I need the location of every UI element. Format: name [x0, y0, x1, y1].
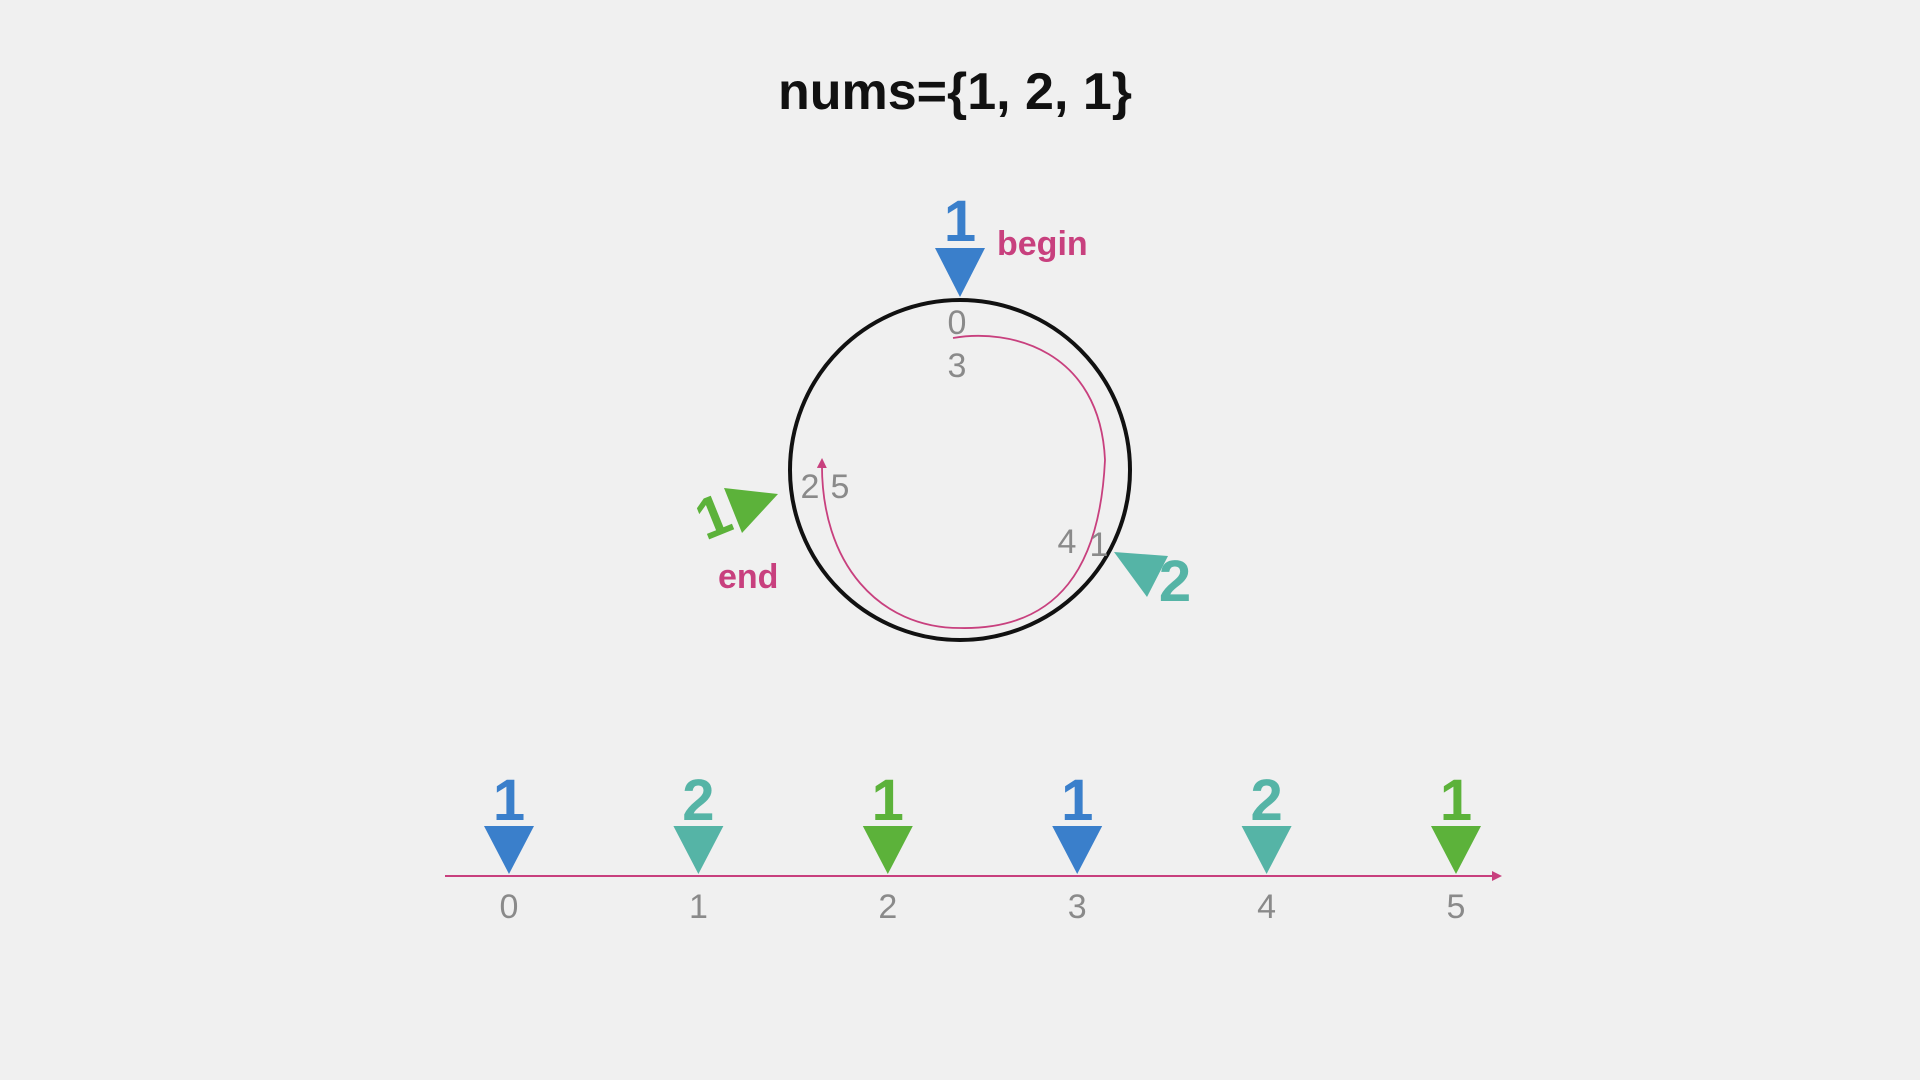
line-item: 21	[673, 768, 724, 926]
line-item: 13	[1052, 768, 1103, 926]
marker-triangle	[1114, 552, 1168, 597]
begin-label: begin	[997, 225, 1088, 263]
line-marker-value: 1	[493, 768, 525, 833]
line-marker-triangle	[1241, 826, 1292, 874]
line-marker-triangle	[484, 826, 534, 874]
circle-index-label: 2	[801, 468, 820, 506]
end-label: end	[718, 558, 778, 596]
circle-index-label: 4	[1058, 523, 1077, 561]
marker-value: 1	[944, 189, 976, 254]
line-index-label: 1	[689, 888, 708, 926]
circle-index-label: 0	[948, 304, 967, 342]
marker-triangle	[935, 248, 985, 297]
line-marker-value: 1	[872, 768, 904, 833]
line-index-label: 3	[1068, 888, 1087, 926]
line-marker-triangle	[673, 826, 724, 874]
line-marker-triangle	[862, 826, 913, 874]
line-item: 15	[1431, 768, 1481, 926]
traversal-path	[816, 334, 1106, 629]
marker-triangle	[724, 488, 778, 533]
circle-index-label: 3	[948, 347, 967, 385]
line-marker-triangle	[1431, 826, 1481, 874]
line-marker-triangle	[1052, 826, 1103, 874]
line-marker-value: 2	[682, 768, 714, 833]
page-title: nums={1, 2, 1}	[777, 63, 1133, 121]
line-marker-value: 1	[1440, 768, 1472, 833]
line-item: 12	[862, 768, 913, 926]
ring	[788, 298, 1132, 642]
circle-marker-top: 1	[935, 189, 985, 297]
line-index-label: 5	[1447, 888, 1466, 926]
circle-marker-right: 2	[1114, 549, 1191, 614]
line-index-label: 0	[500, 888, 519, 926]
circle-index-label: 5	[831, 468, 850, 506]
circle-index-label: 1	[1090, 526, 1109, 564]
line-marker-value: 2	[1250, 768, 1282, 833]
marker-value: 2	[1159, 549, 1191, 614]
line-item: 10	[484, 768, 534, 926]
line-item: 24	[1241, 768, 1292, 926]
circle-marker-left: 1	[686, 480, 778, 553]
line-index-label: 2	[878, 888, 897, 926]
line-marker-value: 1	[1061, 768, 1093, 833]
line-index-label: 4	[1257, 888, 1276, 926]
